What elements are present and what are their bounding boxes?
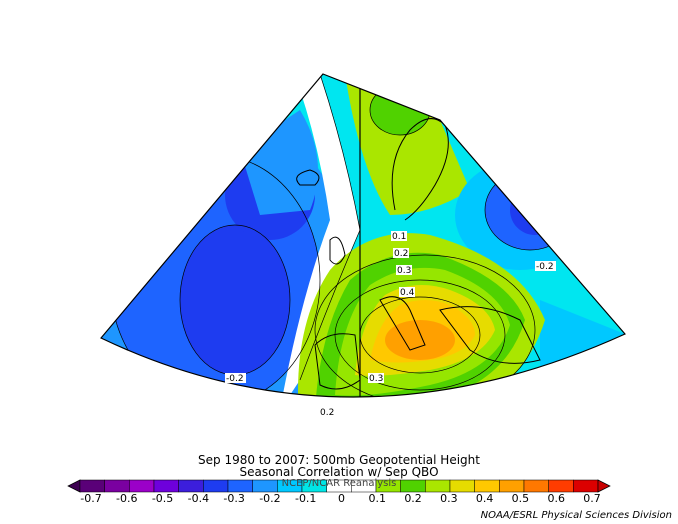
colorbar-tick-label: 0.2 (404, 492, 422, 505)
colorbar-tick-label: 0.7 (583, 492, 601, 505)
colorbar-tick-label: -0.6 (116, 492, 138, 505)
map-field (101, 74, 625, 398)
colorbar-tick-label: 0 (338, 492, 345, 505)
colorbar-tick-label: -0.1 (294, 492, 317, 505)
colorbar-tick-label: -0.2 (259, 492, 281, 505)
colorbar-tick-label: 0.6 (547, 492, 565, 505)
title-line-2: Seasonal Correlation w/ Sep QBO (239, 465, 439, 479)
colorbar-tick-label: 0.5 (511, 492, 530, 505)
contour-labels: 0.1 0.2 0.3 0.4 0.3 0.2 -0.2 -0.2 (225, 231, 556, 418)
contour-label: 0.1 (392, 232, 406, 242)
colorbar-tick-label: 0.4 (475, 492, 494, 505)
credit-text: NOAA/ESRL Physical Sciences Division (480, 510, 672, 521)
contour-label: 0.2 (320, 408, 334, 418)
colorbar-tick-label: -0.3 (223, 492, 245, 505)
colorbar-tick-label: 0.3 (440, 492, 458, 505)
title-line-1: Sep 1980 to 2007: 500mb Geopotential Hei… (198, 453, 480, 467)
colorbar-tick-label: -0.5 (151, 492, 174, 505)
colorbar-tick-label: -0.7 (80, 492, 102, 505)
contour-label: 0.3 (397, 266, 411, 276)
contour-label: -0.2 (226, 374, 244, 384)
colorbar (67, 479, 611, 493)
contour-label: 0.3 (369, 374, 383, 384)
title-line-3: NCEP/NCAR Reanalysis (281, 478, 397, 489)
colorbar-arrow-high (597, 479, 611, 493)
colorbar-tick-label: 0.1 (368, 492, 387, 505)
contour-label: 0.2 (394, 249, 408, 259)
map-outline (100, 73, 626, 398)
colorbar-tick-label: -0.4 (187, 492, 210, 505)
contour-label: -0.2 (536, 262, 554, 272)
contour-label: 0.4 (400, 288, 415, 298)
